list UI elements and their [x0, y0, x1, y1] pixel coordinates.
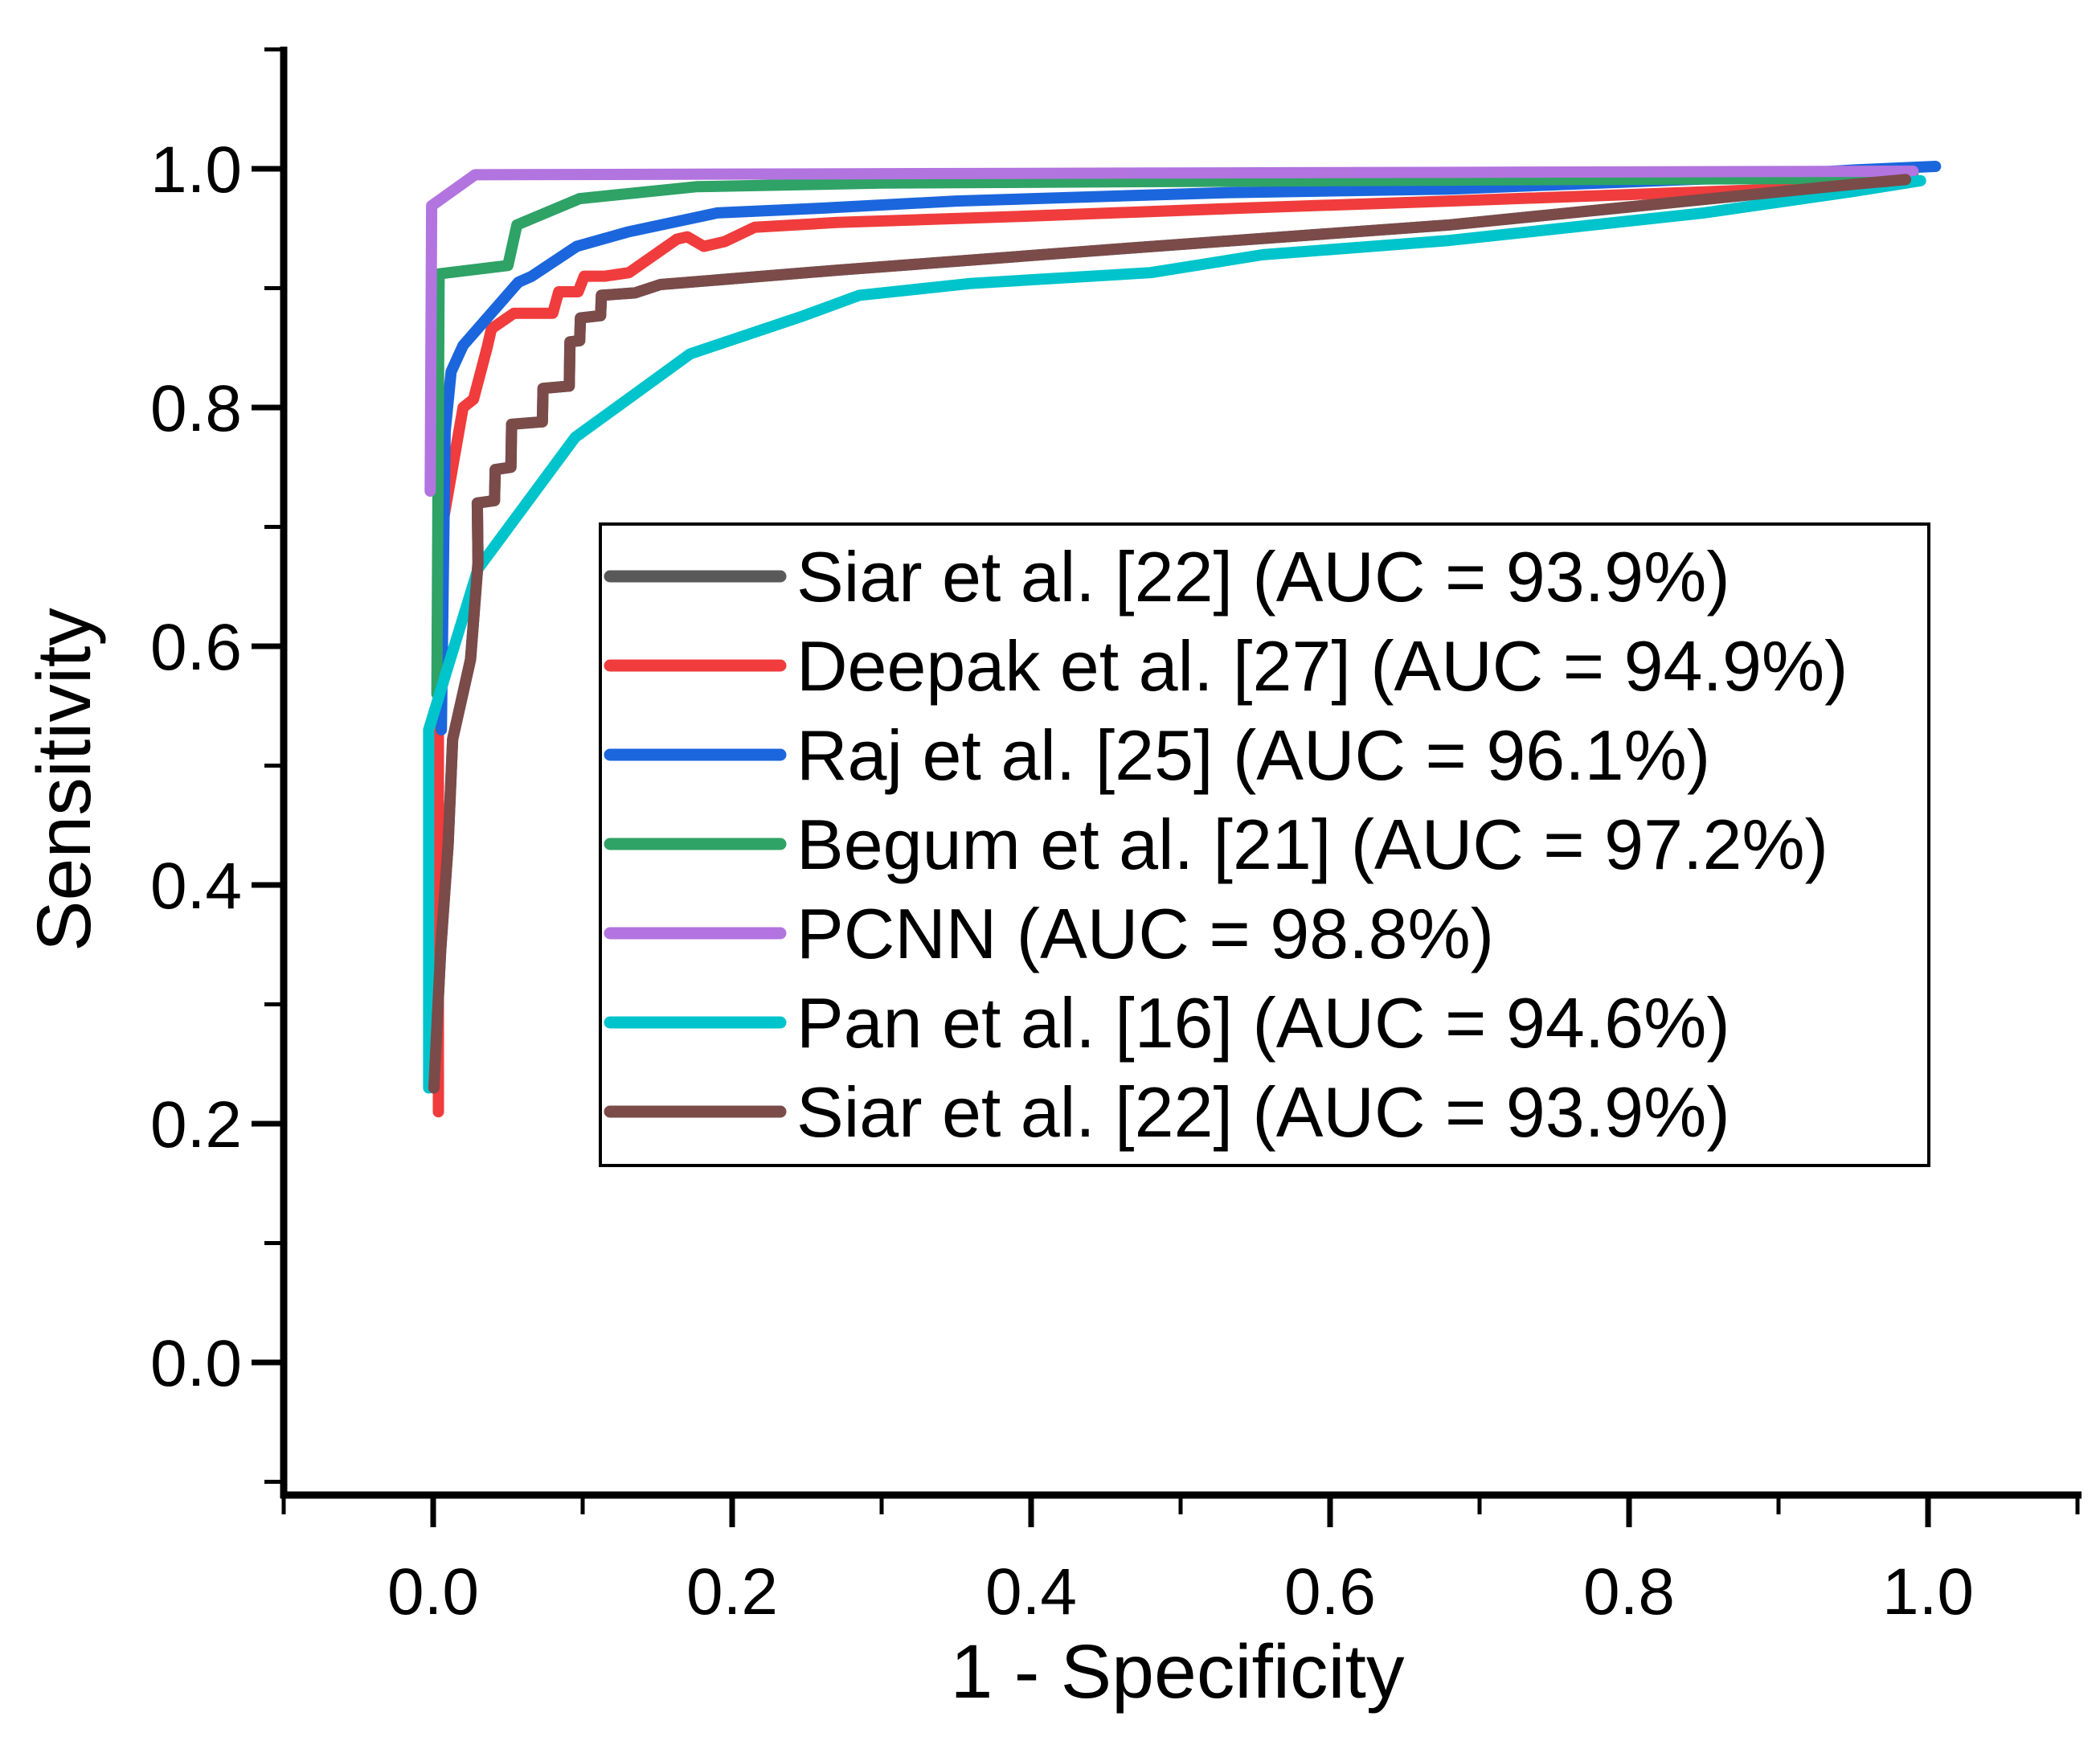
legend-label-4: PCNN (AUC = 98.8%) — [796, 894, 1494, 973]
legend-label-6: Siar et al. [22] (AUC = 93.9%) — [796, 1072, 1730, 1152]
roc-curve-5 — [423, 174, 1926, 1094]
legend-item-2: Raj et al. [25] (AUC = 96.1%) — [604, 715, 1710, 795]
legend-item-5: Pan et al. [16] (AUC = 94.6%) — [604, 983, 1730, 1063]
x-tick-label: 0.6 — [1284, 1555, 1376, 1628]
roc-curve-1 — [432, 177, 1912, 1118]
y-tick-label: 1.0 — [150, 133, 242, 207]
roc-curve-3 — [431, 167, 1919, 700]
legend-item-4: PCNN (AUC = 98.8%) — [604, 894, 1494, 973]
legend-item-0: Siar et al. [22] (AUC = 93.9%) — [604, 537, 1730, 617]
legend-box — [599, 522, 1930, 1167]
legend: Siar et al. [22] (AUC = 93.9%) Deepak et … — [599, 522, 1930, 1167]
x-tick-label: 1.0 — [1882, 1555, 1974, 1628]
legend-label-0: Siar et al. [22] (AUC = 93.9%) — [796, 537, 1730, 617]
legend-item-3: Begum et al. [21] (AUC = 97.2%) — [604, 805, 1828, 884]
legend-label-5: Pan et al. [16] (AUC = 94.6%) — [796, 983, 1730, 1063]
x-axis-title: 1 - Specificity — [951, 1629, 1405, 1714]
axes-layer: 0.0 0.2 0.4 0.6 0.8 1.0 0.0 0.2 0.4 0.6 0.8 1.0 — [150, 47, 2082, 1628]
roc-curve-6 — [428, 174, 1912, 1094]
roc-curve-4 — [424, 166, 1919, 497]
y-tick-label: 0.2 — [150, 1088, 242, 1161]
legend-item-6: Siar et al. [22] (AUC = 93.9%) — [604, 1072, 1730, 1152]
y-tick-label: 0.8 — [150, 372, 242, 445]
y-axis-title: Sensitivity — [22, 608, 107, 952]
y-tick-label: 0.0 — [150, 1327, 242, 1400]
x-tick-label: 0.0 — [387, 1555, 479, 1628]
legend-item-1: Deepak et al. [27] (AUC = 94.9%) — [604, 626, 1848, 706]
roc-curves-layer — [423, 161, 1942, 1118]
legend-label-3: Begum et al. [21] (AUC = 97.2%) — [796, 805, 1828, 884]
y-tick-label: 0.6 — [150, 611, 242, 684]
x-tick-label: 0.2 — [686, 1555, 778, 1628]
x-tick-label: 0.4 — [985, 1555, 1077, 1628]
legend-label-2: Raj et al. [25] (AUC = 96.1%) — [796, 715, 1710, 795]
legend-label-1: Deepak et al. [27] (AUC = 94.9%) — [796, 626, 1848, 706]
y-tick-label: 0.4 — [150, 850, 242, 923]
x-tick-label: 0.8 — [1583, 1555, 1675, 1628]
